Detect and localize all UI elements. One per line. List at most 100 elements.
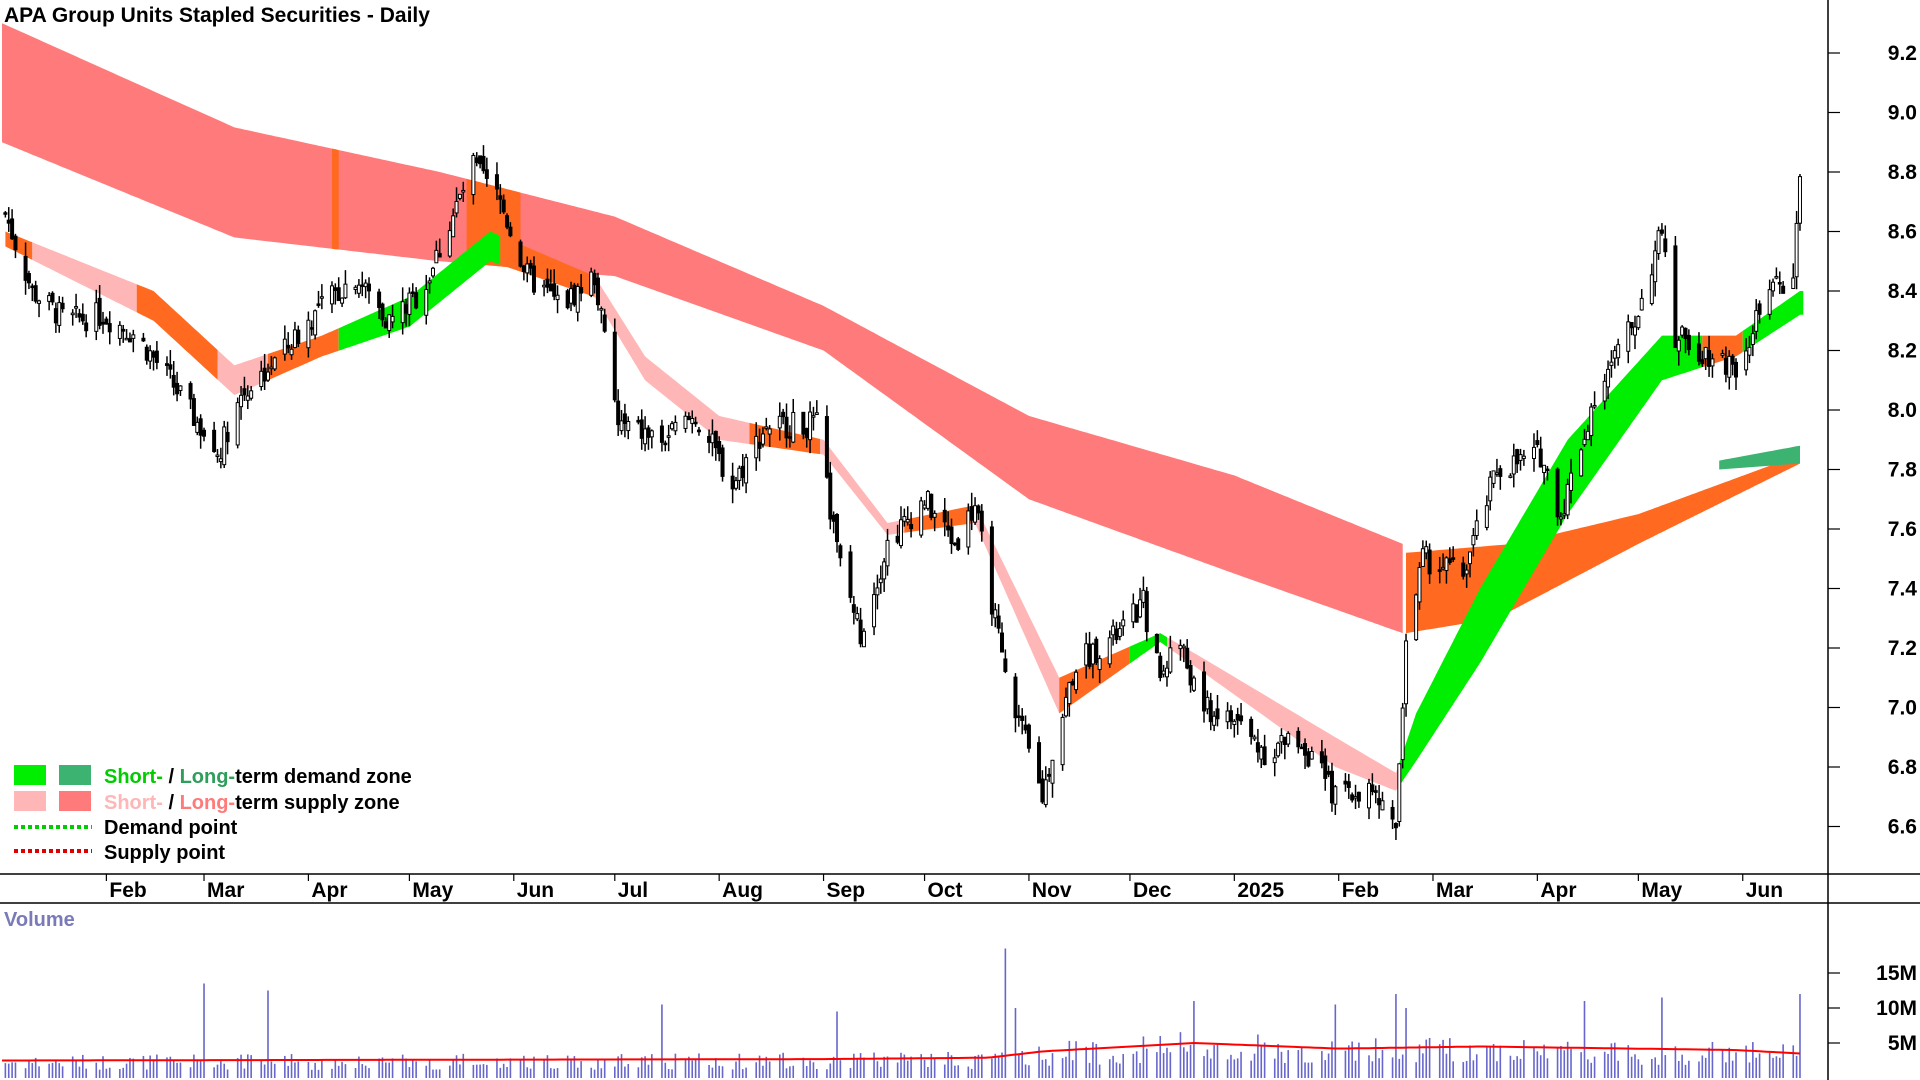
candle-body bbox=[521, 265, 526, 272]
candle-body bbox=[242, 388, 247, 396]
candle-body bbox=[787, 436, 792, 439]
candle-body bbox=[410, 291, 415, 294]
candle-body bbox=[855, 613, 860, 620]
candle-body bbox=[1730, 355, 1735, 365]
candle-body bbox=[1020, 715, 1025, 721]
candle-body bbox=[292, 329, 297, 349]
candle-body bbox=[1380, 800, 1385, 811]
month-tick-label: Nov bbox=[1032, 879, 1072, 902]
candle-body bbox=[387, 314, 392, 332]
volume-axis-ticks: 15M 10M 5M bbox=[1828, 962, 1917, 1055]
candle-body bbox=[1013, 676, 1018, 719]
candle-body bbox=[1205, 696, 1210, 710]
candle-body bbox=[1087, 643, 1092, 667]
candle-body bbox=[265, 371, 270, 381]
candle-body bbox=[1676, 339, 1681, 352]
candle-body bbox=[1070, 681, 1075, 686]
candle-body bbox=[528, 263, 533, 269]
legend-long-label: Long- bbox=[180, 766, 236, 788]
candle-body bbox=[430, 267, 435, 277]
candle-body bbox=[13, 235, 18, 251]
candle-body bbox=[1353, 796, 1358, 799]
candle-body bbox=[501, 199, 506, 213]
candle-body bbox=[555, 294, 560, 301]
candle-body bbox=[1515, 449, 1520, 465]
candle-body bbox=[619, 420, 624, 432]
candle-body bbox=[1649, 274, 1654, 305]
candle-body bbox=[84, 322, 89, 332]
candle-body bbox=[474, 157, 479, 164]
candle-body bbox=[380, 303, 385, 321]
candle-body bbox=[225, 431, 230, 443]
candle-body bbox=[791, 411, 796, 443]
candle-body bbox=[171, 374, 176, 388]
candle-body bbox=[424, 288, 429, 316]
short-term-zone-segment bbox=[217, 349, 268, 396]
month-tick-label: Dec bbox=[1133, 879, 1172, 902]
candle-body bbox=[124, 337, 129, 341]
candle-body bbox=[690, 418, 695, 424]
candle-body bbox=[447, 230, 452, 257]
candle-body bbox=[996, 615, 1001, 629]
candle-body bbox=[801, 411, 806, 435]
candle-body bbox=[1003, 658, 1008, 672]
candle-body bbox=[1309, 750, 1314, 760]
candle-body bbox=[851, 604, 856, 613]
candle-body bbox=[1508, 475, 1513, 478]
legend-tail-label: term supply zone bbox=[235, 792, 399, 814]
candle-body bbox=[1303, 743, 1308, 756]
legend-supply-point-label: Supply point bbox=[104, 842, 225, 864]
candle-body bbox=[1178, 644, 1183, 650]
candle-body bbox=[1639, 297, 1644, 311]
legend-long-label: Long- bbox=[180, 792, 236, 814]
candle-body bbox=[1037, 742, 1042, 784]
candle-body bbox=[612, 331, 617, 401]
candle-body bbox=[1545, 468, 1550, 472]
candle-body bbox=[1138, 599, 1143, 618]
candle-body bbox=[1451, 557, 1456, 560]
candle-body bbox=[3, 212, 8, 215]
candle-body bbox=[1680, 326, 1685, 336]
candle-body bbox=[333, 287, 338, 291]
candle-body bbox=[154, 350, 159, 363]
candle-body bbox=[895, 535, 900, 543]
candle-body bbox=[693, 421, 698, 425]
long-term-conflict-zone bbox=[332, 148, 339, 250]
candle-body bbox=[1535, 440, 1540, 445]
short-term-zone-segment bbox=[500, 235, 595, 297]
candle-body bbox=[1720, 353, 1725, 356]
legend-supply-zone-text: Short- / Long-term supply zone bbox=[104, 792, 400, 814]
candle-body bbox=[1464, 569, 1469, 575]
candle-body bbox=[1498, 468, 1503, 477]
candle-body bbox=[404, 304, 409, 314]
candle-body bbox=[1727, 355, 1732, 378]
price-tick-label: 6.8 bbox=[1888, 756, 1918, 779]
candle-body bbox=[542, 284, 547, 288]
candle-body bbox=[1050, 759, 1055, 784]
candle-body bbox=[754, 435, 759, 459]
candle-body bbox=[1585, 430, 1590, 441]
candle-body bbox=[1777, 282, 1782, 285]
month-tick-label: Apr bbox=[311, 879, 347, 902]
candle-body bbox=[1333, 786, 1338, 805]
candle-body bbox=[1707, 350, 1712, 367]
candle-body bbox=[946, 525, 951, 531]
candle-body bbox=[1356, 791, 1361, 802]
legend-separator: / bbox=[163, 792, 180, 814]
candle-body bbox=[1531, 446, 1536, 460]
candle-body bbox=[1047, 773, 1052, 777]
candle-body bbox=[848, 551, 853, 598]
candle-body bbox=[1562, 513, 1567, 516]
candle-body bbox=[1323, 755, 1328, 779]
candle-body bbox=[104, 318, 109, 325]
legend-long-supply-swatch bbox=[59, 791, 91, 811]
candle-body bbox=[1067, 682, 1072, 705]
candle-body bbox=[117, 324, 122, 339]
legend: Short- / Long-term demand zone Short- / … bbox=[14, 765, 412, 864]
candle-body bbox=[707, 436, 712, 443]
candle-body bbox=[973, 505, 978, 523]
candle-body bbox=[1781, 285, 1786, 294]
candle-body bbox=[1296, 730, 1301, 748]
candle-body bbox=[1565, 483, 1570, 516]
